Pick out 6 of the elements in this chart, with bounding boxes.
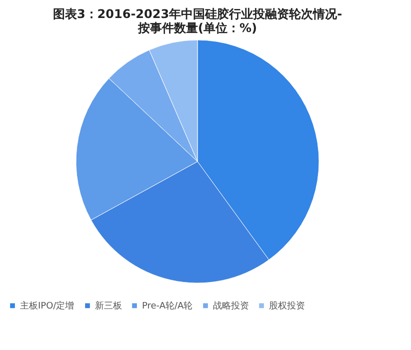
chart-title: 图表3：2016-2023年中国硅胶行业投融资轮次情况-按事件数量(单位：%) [52,7,342,35]
legend-label: Pre-A轮/A轮 [142,300,193,312]
legend-label: 战略投资 [213,300,249,312]
legend-label: 新三板 [95,300,122,312]
legend-label: 主板IPO/定增 [20,300,74,312]
legend-label: 股权投资 [269,300,305,312]
